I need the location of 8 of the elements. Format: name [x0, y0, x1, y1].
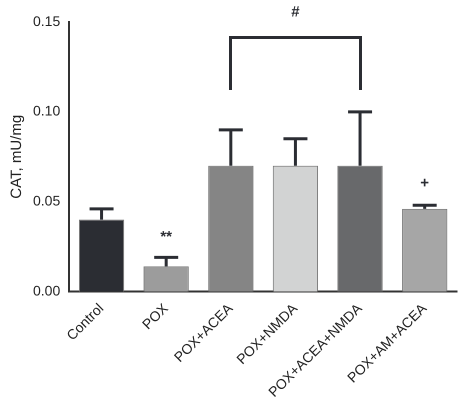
y-tick-label: 0.10	[33, 102, 60, 119]
y-tick-label: 0.00	[33, 282, 60, 298]
y-axis-title: CAT, mU/mg	[8, 114, 26, 199]
annotation: **	[160, 228, 172, 246]
y-tick-label: 0.15	[33, 12, 60, 29]
annotation: +	[420, 174, 430, 192]
y-tick-label: 0.05	[33, 192, 60, 209]
text: #	[291, 4, 300, 21]
